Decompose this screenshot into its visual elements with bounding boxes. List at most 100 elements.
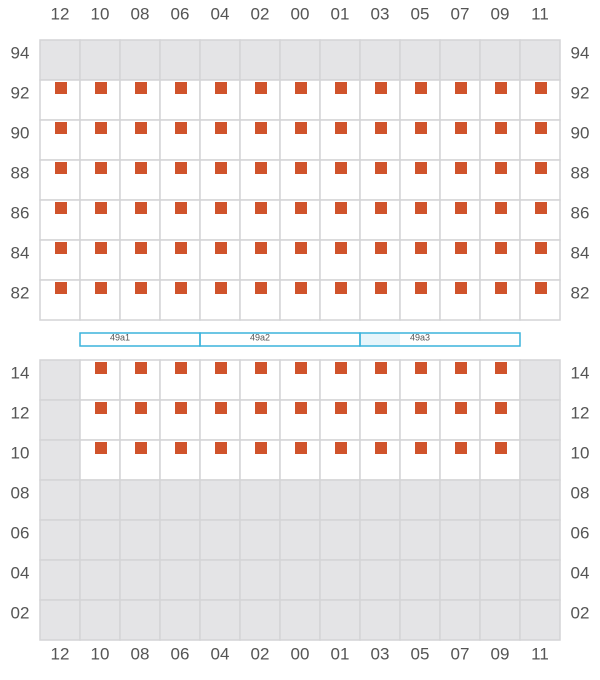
seat[interactable] <box>375 402 387 414</box>
seat[interactable] <box>255 402 267 414</box>
seat[interactable] <box>535 122 547 134</box>
seat[interactable] <box>215 122 227 134</box>
seat[interactable] <box>135 442 147 454</box>
seat[interactable] <box>215 402 227 414</box>
seat[interactable] <box>415 162 427 174</box>
seat[interactable] <box>375 82 387 94</box>
seat[interactable] <box>135 282 147 294</box>
seat[interactable] <box>95 82 107 94</box>
seat[interactable] <box>255 162 267 174</box>
seat[interactable] <box>175 402 187 414</box>
seat[interactable] <box>95 402 107 414</box>
seat[interactable] <box>55 282 67 294</box>
seat[interactable] <box>255 82 267 94</box>
seat[interactable] <box>455 362 467 374</box>
seat[interactable] <box>415 442 427 454</box>
seat[interactable] <box>495 122 507 134</box>
seat[interactable] <box>295 442 307 454</box>
seat[interactable] <box>135 202 147 214</box>
seat[interactable] <box>135 362 147 374</box>
seat[interactable] <box>375 362 387 374</box>
seat[interactable] <box>175 242 187 254</box>
seat[interactable] <box>135 122 147 134</box>
seat[interactable] <box>295 402 307 414</box>
seat[interactable] <box>295 82 307 94</box>
seat[interactable] <box>535 82 547 94</box>
seat[interactable] <box>455 202 467 214</box>
seat[interactable] <box>215 442 227 454</box>
seat[interactable] <box>535 162 547 174</box>
seat[interactable] <box>175 122 187 134</box>
seat[interactable] <box>415 362 427 374</box>
seat[interactable] <box>495 282 507 294</box>
seat[interactable] <box>55 202 67 214</box>
seat[interactable] <box>335 162 347 174</box>
seat[interactable] <box>95 362 107 374</box>
seat[interactable] <box>335 242 347 254</box>
seat[interactable] <box>95 442 107 454</box>
seat[interactable] <box>335 202 347 214</box>
seat[interactable] <box>295 242 307 254</box>
seat[interactable] <box>135 402 147 414</box>
seat[interactable] <box>415 122 427 134</box>
seat[interactable] <box>335 82 347 94</box>
seat[interactable] <box>535 202 547 214</box>
seat[interactable] <box>55 242 67 254</box>
seat[interactable] <box>55 82 67 94</box>
seat[interactable] <box>295 162 307 174</box>
seat[interactable] <box>455 82 467 94</box>
seat[interactable] <box>415 402 427 414</box>
seat[interactable] <box>295 282 307 294</box>
seat[interactable] <box>215 362 227 374</box>
seat[interactable] <box>335 122 347 134</box>
seat[interactable] <box>295 122 307 134</box>
seat[interactable] <box>495 402 507 414</box>
seat[interactable] <box>55 162 67 174</box>
seat[interactable] <box>375 122 387 134</box>
seat[interactable] <box>335 362 347 374</box>
seat[interactable] <box>335 442 347 454</box>
seat[interactable] <box>255 282 267 294</box>
seat[interactable] <box>495 162 507 174</box>
seat[interactable] <box>215 162 227 174</box>
seat[interactable] <box>255 362 267 374</box>
seat[interactable] <box>375 202 387 214</box>
seat[interactable] <box>415 282 427 294</box>
seat[interactable] <box>255 122 267 134</box>
seat[interactable] <box>215 282 227 294</box>
seat[interactable] <box>535 282 547 294</box>
seat[interactable] <box>175 202 187 214</box>
seat[interactable] <box>495 362 507 374</box>
seat[interactable] <box>295 362 307 374</box>
seat[interactable] <box>495 242 507 254</box>
seat[interactable] <box>455 442 467 454</box>
seat[interactable] <box>255 242 267 254</box>
seat[interactable] <box>135 242 147 254</box>
seat[interactable] <box>415 202 427 214</box>
seat[interactable] <box>455 122 467 134</box>
seat[interactable] <box>455 162 467 174</box>
seat[interactable] <box>175 82 187 94</box>
seat[interactable] <box>495 82 507 94</box>
seat[interactable] <box>95 282 107 294</box>
seat[interactable] <box>255 442 267 454</box>
seat[interactable] <box>415 242 427 254</box>
seat[interactable] <box>215 202 227 214</box>
seat[interactable] <box>135 162 147 174</box>
seat[interactable] <box>455 242 467 254</box>
seat[interactable] <box>375 242 387 254</box>
seat[interactable] <box>295 202 307 214</box>
seat[interactable] <box>335 402 347 414</box>
seat[interactable] <box>95 202 107 214</box>
seat[interactable] <box>375 162 387 174</box>
seat[interactable] <box>55 122 67 134</box>
seat[interactable] <box>535 242 547 254</box>
seat[interactable] <box>175 282 187 294</box>
seat[interactable] <box>495 202 507 214</box>
seat[interactable] <box>175 442 187 454</box>
seat[interactable] <box>175 162 187 174</box>
seat[interactable] <box>375 282 387 294</box>
seat[interactable] <box>215 82 227 94</box>
seat[interactable] <box>95 122 107 134</box>
seat[interactable] <box>135 82 147 94</box>
